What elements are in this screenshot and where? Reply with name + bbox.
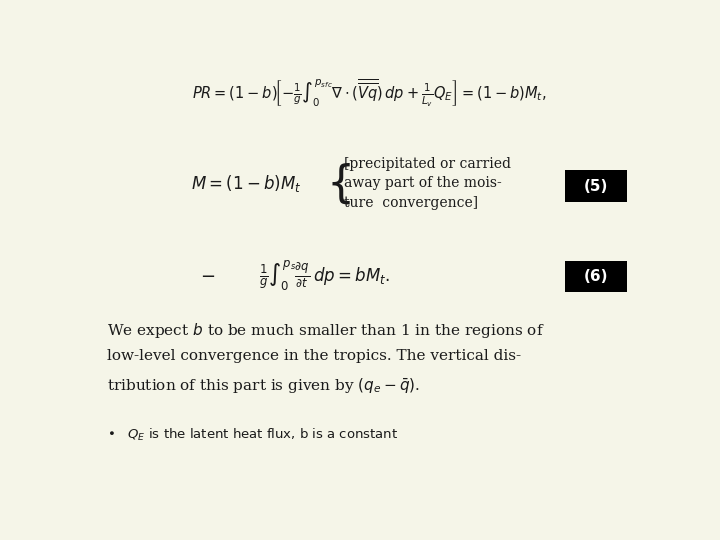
Text: low-level convergence in the tropics. The vertical dis-: low-level convergence in the tropics. Th… xyxy=(107,349,521,363)
Text: $\{$: $\{$ xyxy=(326,161,351,206)
Text: We expect $b$ to be much smaller than 1 in the regions of: We expect $b$ to be much smaller than 1 … xyxy=(107,321,544,340)
Text: ture  convergence]: ture convergence] xyxy=(344,196,478,210)
FancyBboxPatch shape xyxy=(565,171,627,202)
Text: tribution of this part is given by $(q_e - \bar{q})$.: tribution of this part is given by $(q_e… xyxy=(107,377,420,396)
Text: [precipitated or carried: [precipitated or carried xyxy=(344,157,511,171)
Text: $M = (1-b)M_t$: $M = (1-b)M_t$ xyxy=(191,173,302,194)
Text: $-$: $-$ xyxy=(199,266,215,284)
Text: (5): (5) xyxy=(584,179,608,194)
Text: •   $Q_E$ is the latent heat flux, b is a constant: • $Q_E$ is the latent heat flux, b is a … xyxy=(107,427,398,443)
Text: (6): (6) xyxy=(584,269,608,284)
Text: $\frac{1}{g}\int_0^{p_s} \frac{\partial q}{\partial t}\,dp = bM_t.$: $\frac{1}{g}\int_0^{p_s} \frac{\partial … xyxy=(258,258,390,292)
FancyBboxPatch shape xyxy=(565,261,627,292)
Text: $PR = (1-b)\!\left[-\frac{1}{g}\int_0^{p_{sfc}} \nabla \cdot (\overline{\overlin: $PR = (1-b)\!\left[-\frac{1}{g}\int_0^{p… xyxy=(192,77,546,109)
Text: away part of the mois-: away part of the mois- xyxy=(344,176,502,190)
